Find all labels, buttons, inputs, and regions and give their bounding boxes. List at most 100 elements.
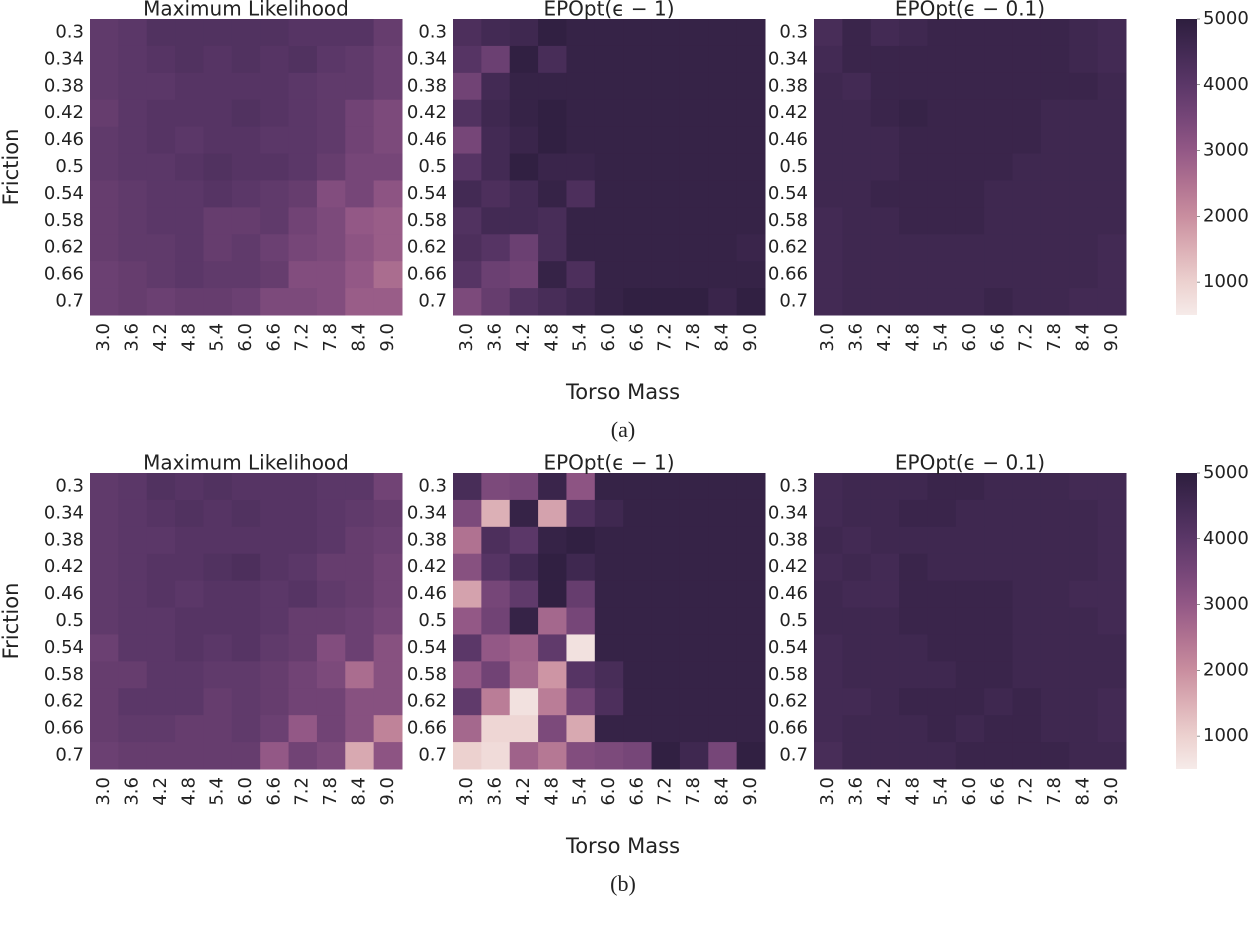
- heatmap-cell: [373, 207, 403, 235]
- heatmap-cell: [231, 153, 261, 181]
- heatmap-cell: [1097, 288, 1127, 316]
- heatmap-cell: [288, 261, 318, 289]
- x-tick-label: 7.8: [320, 777, 341, 806]
- heatmap-cell: [984, 234, 1014, 262]
- x-tick-label: 3.6: [846, 777, 867, 806]
- heatmap-cell: [203, 526, 233, 555]
- heatmap-cell: [373, 688, 403, 716]
- heatmap-cell: [316, 19, 346, 47]
- heatmap-cell: [345, 661, 375, 689]
- heatmap-cell: [1012, 19, 1042, 47]
- heatmap-cell: [708, 688, 738, 716]
- x-tick-label: 8.4: [711, 777, 732, 806]
- heatmap-cell: [736, 499, 766, 528]
- heatmap-cell: [984, 45, 1014, 74]
- heatmap-cell: [260, 473, 290, 501]
- heatmap-cell: [1097, 234, 1127, 262]
- heatmap-cell: [146, 499, 176, 528]
- y-tick-label: 0.42: [407, 102, 447, 123]
- heatmap-cell: [623, 526, 653, 555]
- heatmap-cell: [623, 473, 653, 501]
- y-tick-label: 0.58: [768, 210, 808, 231]
- heatmap-cell: [203, 661, 233, 689]
- heatmap-cell: [481, 715, 511, 743]
- heatmap-cell: [842, 634, 872, 662]
- heatmap-cell: [594, 288, 624, 316]
- x-tick-label: 3.6: [485, 323, 506, 352]
- heatmap-cell: [316, 45, 346, 74]
- heatmap-cell: [708, 715, 738, 743]
- heatmap-cell: [316, 742, 346, 770]
- heatmap-cell: [118, 688, 148, 716]
- heatmap-cell: [708, 72, 738, 101]
- heatmap-cell: [509, 661, 539, 689]
- heatmap-cell: [566, 126, 596, 155]
- y-axis-label: Friction: [0, 129, 23, 206]
- heatmap-cell: [373, 553, 403, 582]
- heatmap-cell: [814, 19, 843, 47]
- heatmap-cell: [316, 207, 346, 235]
- heatmap-cell: [870, 661, 900, 689]
- heatmap-cell: [373, 473, 403, 501]
- chart-title: Maximum Likelihood: [143, 451, 349, 475]
- heatmap-cell: [927, 473, 957, 501]
- heatmap-cell: [1097, 688, 1127, 716]
- heatmap-cell: [481, 99, 511, 128]
- x-tick-label: 3.0: [817, 777, 838, 806]
- heatmap-cell: [538, 634, 567, 662]
- heatmap-cell: [509, 526, 539, 555]
- heatmap-cell: [345, 473, 375, 501]
- heatmap-cell: [509, 153, 539, 181]
- heatmap-cell: [146, 45, 176, 74]
- x-tick-label: 7.2: [655, 323, 676, 352]
- heatmap-cell: [345, 499, 375, 528]
- x-tick-label: 4.2: [150, 323, 171, 352]
- heatmap-cell: [509, 715, 539, 743]
- y-tick-label: 0.7: [779, 291, 808, 312]
- heatmap-cell: [679, 261, 709, 289]
- heatmap-cell: [1097, 553, 1127, 582]
- heatmap-cell: [316, 72, 346, 101]
- heatmap-cell: [1012, 288, 1042, 316]
- heatmap-cell: [984, 526, 1014, 555]
- heatmap-cell: [203, 153, 233, 181]
- heatmap-cell: [594, 688, 624, 716]
- y-tick-label: 0.62: [768, 237, 808, 258]
- heatmap-cell: [231, 261, 261, 289]
- heatmap-cell: [288, 99, 318, 128]
- heatmap-cell: [566, 153, 596, 181]
- heatmap-cell: [288, 207, 318, 235]
- heatmap-cell: [842, 607, 872, 635]
- heatmap-cell: [679, 19, 709, 47]
- heatmap-cell: [1040, 288, 1070, 316]
- y-tick-label: 0.62: [407, 237, 447, 258]
- heatmap-cell: [1069, 499, 1099, 528]
- heatmap-cell: [90, 261, 119, 289]
- heatmap-cell: [316, 526, 346, 555]
- heatmap-cell: [203, 180, 233, 208]
- heatmap-cell: [146, 580, 176, 609]
- heatmap-cell: [203, 207, 233, 235]
- heatmap-cell: [175, 19, 204, 47]
- heatmap-cell: [146, 634, 176, 662]
- heatmap-cell: [566, 715, 596, 743]
- heatmap-cell: [679, 126, 709, 155]
- heatmap-cell: [260, 688, 290, 716]
- heatmap-cell: [623, 688, 653, 716]
- heatmap-cell: [651, 180, 681, 208]
- y-tick-label: 0.54: [407, 637, 447, 658]
- heatmap-cell: [1069, 45, 1099, 74]
- heatmap-cell: [260, 153, 290, 181]
- heatmap-cell: [373, 499, 403, 528]
- colorbar-tick-label: 4000: [1203, 528, 1248, 549]
- heatmap-cell: [1012, 634, 1042, 662]
- heatmap-cell: [373, 72, 403, 101]
- heatmap-cell: [175, 473, 204, 501]
- heatmap-cell: [146, 207, 176, 235]
- heatmap-cell: [1040, 526, 1070, 555]
- heatmap-cell: [1040, 688, 1070, 716]
- heatmap-cell: [899, 607, 928, 635]
- heatmap-cell: [509, 261, 539, 289]
- heatmap-cell: [175, 207, 204, 235]
- heatmap-cell: [955, 688, 985, 716]
